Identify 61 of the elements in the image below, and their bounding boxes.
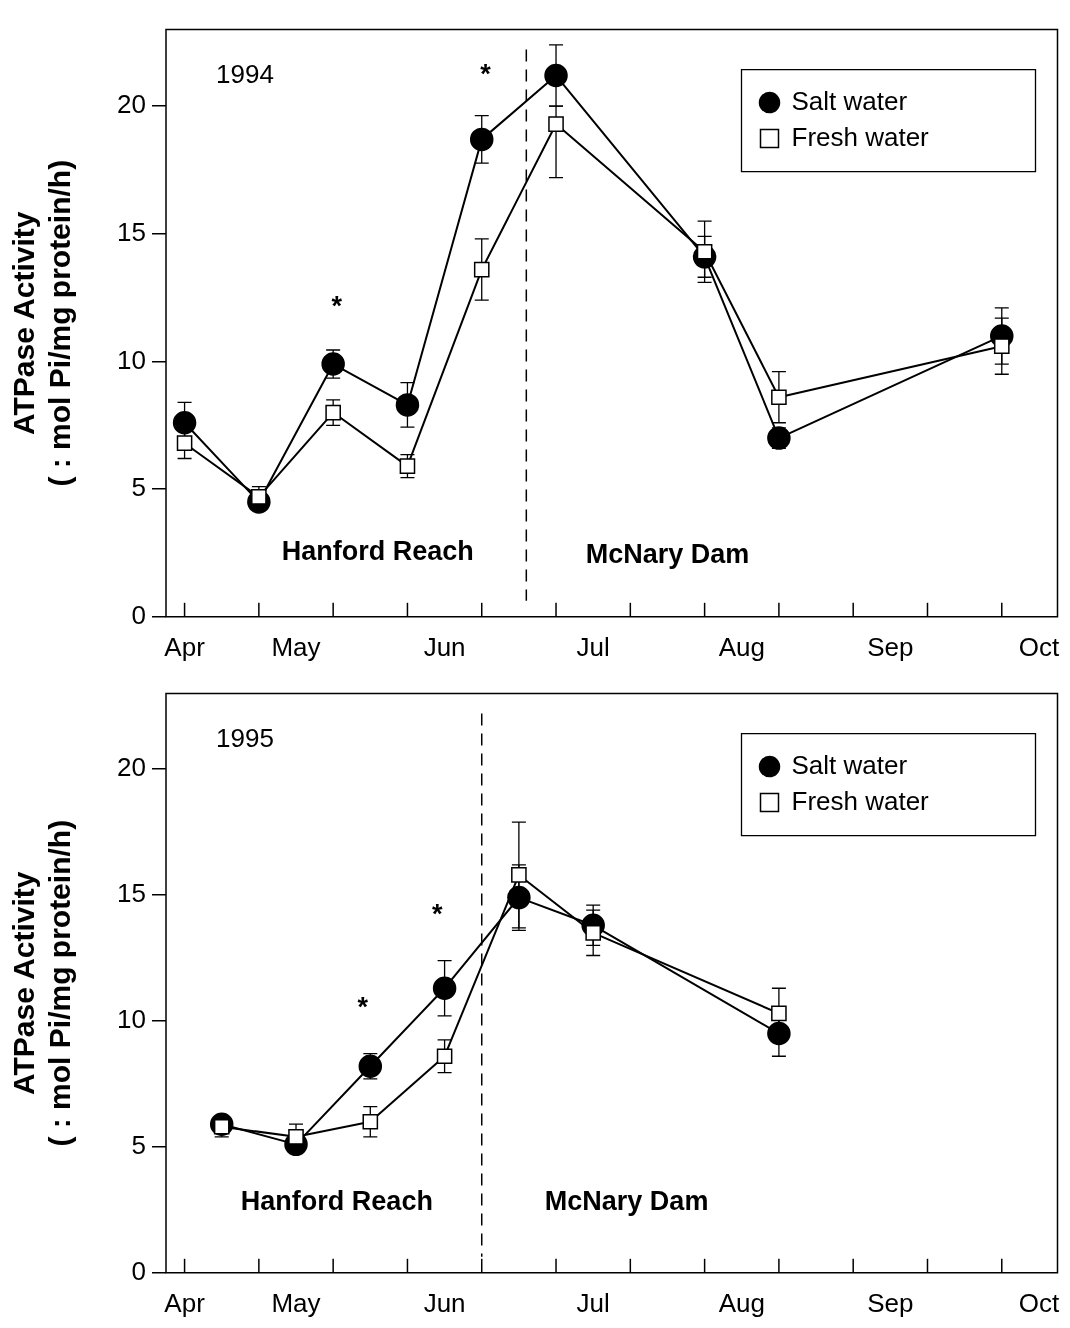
y-tick-label: 10 xyxy=(117,1004,146,1035)
point xyxy=(585,925,601,941)
point xyxy=(288,1128,304,1145)
x-tick-label: Aug xyxy=(718,631,765,662)
point xyxy=(325,404,341,421)
point xyxy=(172,411,197,435)
point xyxy=(511,867,527,883)
point xyxy=(358,1054,383,1079)
y-tick-label: 15 xyxy=(117,217,146,248)
legend-label: Salt water xyxy=(791,749,908,780)
y-tick-label: 5 xyxy=(131,472,146,503)
y-tick-label: 20 xyxy=(117,752,146,783)
x-tick-label: Jul xyxy=(576,631,610,662)
annotation: * xyxy=(331,291,343,322)
y-tick-label: 0 xyxy=(131,599,146,630)
y-axis-title: ATPase Activity ( : mol Pi/mg protein/h) xyxy=(7,159,77,487)
point xyxy=(395,393,420,417)
point xyxy=(399,458,416,474)
annotation: * xyxy=(431,898,443,929)
point xyxy=(469,127,494,152)
point xyxy=(432,976,457,1000)
y-axis-title: ATPase Activity ( : mol Pi/mg protein/h) xyxy=(7,819,77,1147)
annotation: * xyxy=(357,991,369,1022)
annotation: Hanford Reach xyxy=(281,536,474,567)
y-tick-label: 15 xyxy=(117,878,146,909)
point xyxy=(362,1113,379,1130)
x-tick-label: May xyxy=(271,1287,321,1318)
point xyxy=(176,435,193,452)
x-tick-label: Oct xyxy=(1018,631,1060,662)
point xyxy=(473,261,490,278)
annotation: 1994 xyxy=(216,58,274,89)
y-tick-label: 5 xyxy=(131,1130,146,1161)
x-tick-label: Oct xyxy=(1018,1287,1060,1318)
point xyxy=(767,1021,791,1046)
legend-label: Salt water xyxy=(791,85,908,116)
point xyxy=(771,389,787,406)
x-tick-label: Apr xyxy=(164,631,206,662)
x-tick-label: Apr xyxy=(164,1287,206,1318)
x-tick-label: May xyxy=(271,631,321,662)
y-tick-label: 10 xyxy=(117,344,146,375)
y-tick-label: 20 xyxy=(117,89,146,120)
legend-label: Fresh water xyxy=(791,121,930,152)
point xyxy=(771,1005,787,1022)
x-tick-label: Sep xyxy=(867,631,914,662)
legend-label: Fresh water xyxy=(791,785,930,816)
annotation: McNary Dam xyxy=(585,538,750,569)
x-tick-label: Jul xyxy=(576,1287,610,1318)
annotation: 1995 xyxy=(216,722,274,753)
point xyxy=(544,63,568,88)
annotation: McNary Dam xyxy=(544,1185,709,1216)
annotation: Hanford Reach xyxy=(240,1185,433,1216)
point xyxy=(436,1048,453,1065)
point xyxy=(507,885,531,910)
x-tick-label: Jun xyxy=(423,1287,466,1318)
x-tick-label: Aug xyxy=(718,1287,765,1318)
point xyxy=(993,338,1010,354)
x-tick-label: Sep xyxy=(867,1287,914,1318)
y-tick-label: 0 xyxy=(131,1255,146,1286)
x-tick-label: Jun xyxy=(423,631,466,662)
point xyxy=(548,116,564,132)
annotation: * xyxy=(480,59,492,90)
